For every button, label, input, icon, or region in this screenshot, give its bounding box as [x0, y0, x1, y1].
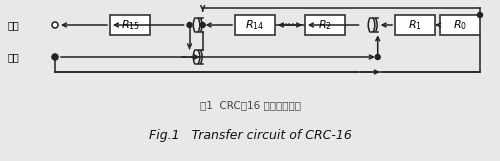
Circle shape [200, 23, 205, 28]
Circle shape [52, 55, 58, 60]
FancyBboxPatch shape [305, 15, 345, 35]
Circle shape [52, 54, 58, 60]
Text: 图1  CRC－16 的电路转移图: 图1 CRC－16 的电路转移图 [200, 100, 300, 110]
Text: $R_{15}$: $R_{15}$ [120, 18, 140, 32]
Text: $R_{1}$: $R_{1}$ [408, 18, 422, 32]
Text: $R_{2}$: $R_{2}$ [318, 18, 332, 32]
Text: ···: ··· [284, 19, 296, 32]
Circle shape [478, 13, 482, 18]
FancyBboxPatch shape [395, 15, 435, 35]
FancyBboxPatch shape [235, 15, 275, 35]
Text: Fig.1   Transfer circuit of CRC-16: Fig.1 Transfer circuit of CRC-16 [148, 128, 352, 142]
Text: $R_{0}$: $R_{0}$ [453, 18, 467, 32]
FancyBboxPatch shape [440, 15, 480, 35]
Circle shape [375, 55, 380, 60]
Text: $R_{14}$: $R_{14}$ [246, 18, 264, 32]
Text: 输入: 输入 [8, 52, 20, 62]
Circle shape [52, 22, 58, 28]
Text: 输出: 输出 [8, 20, 20, 30]
Circle shape [187, 23, 192, 28]
FancyBboxPatch shape [110, 15, 150, 35]
